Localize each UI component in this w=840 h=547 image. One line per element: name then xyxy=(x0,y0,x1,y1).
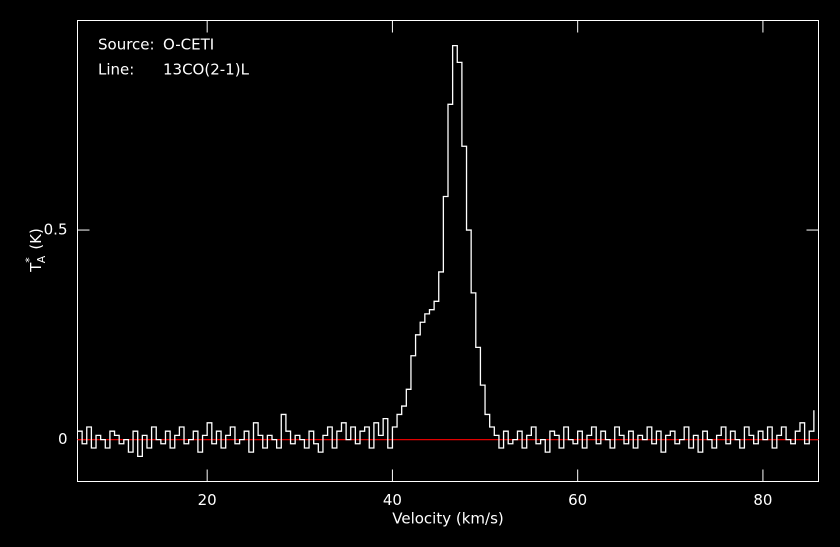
y-label-subscript: A xyxy=(35,255,48,263)
y-tick-label: 0 xyxy=(58,430,68,448)
annotation-value: O-CETI xyxy=(163,36,214,54)
y-label-unit: (K) xyxy=(27,228,45,250)
plot-frame xyxy=(77,20,819,482)
x-tick-label: 80 xyxy=(753,491,772,509)
y-axis-label: T*A (K) xyxy=(23,228,48,273)
y-tick-label: 0.5 xyxy=(44,221,68,239)
x-axis-label: Velocity (km/s) xyxy=(392,510,503,528)
spectrum xyxy=(77,45,815,457)
x-tick-label: 20 xyxy=(198,491,217,509)
x-tick-label: 40 xyxy=(383,491,402,509)
annotation-value: 13CO(2-1)L xyxy=(163,61,250,79)
y-label-superscript: * xyxy=(23,257,36,263)
annotation-label: Line: xyxy=(98,61,134,79)
y-label-symbol: T xyxy=(27,262,45,273)
x-tick-label: 60 xyxy=(568,491,587,509)
annotation-label: Source: xyxy=(98,36,155,54)
